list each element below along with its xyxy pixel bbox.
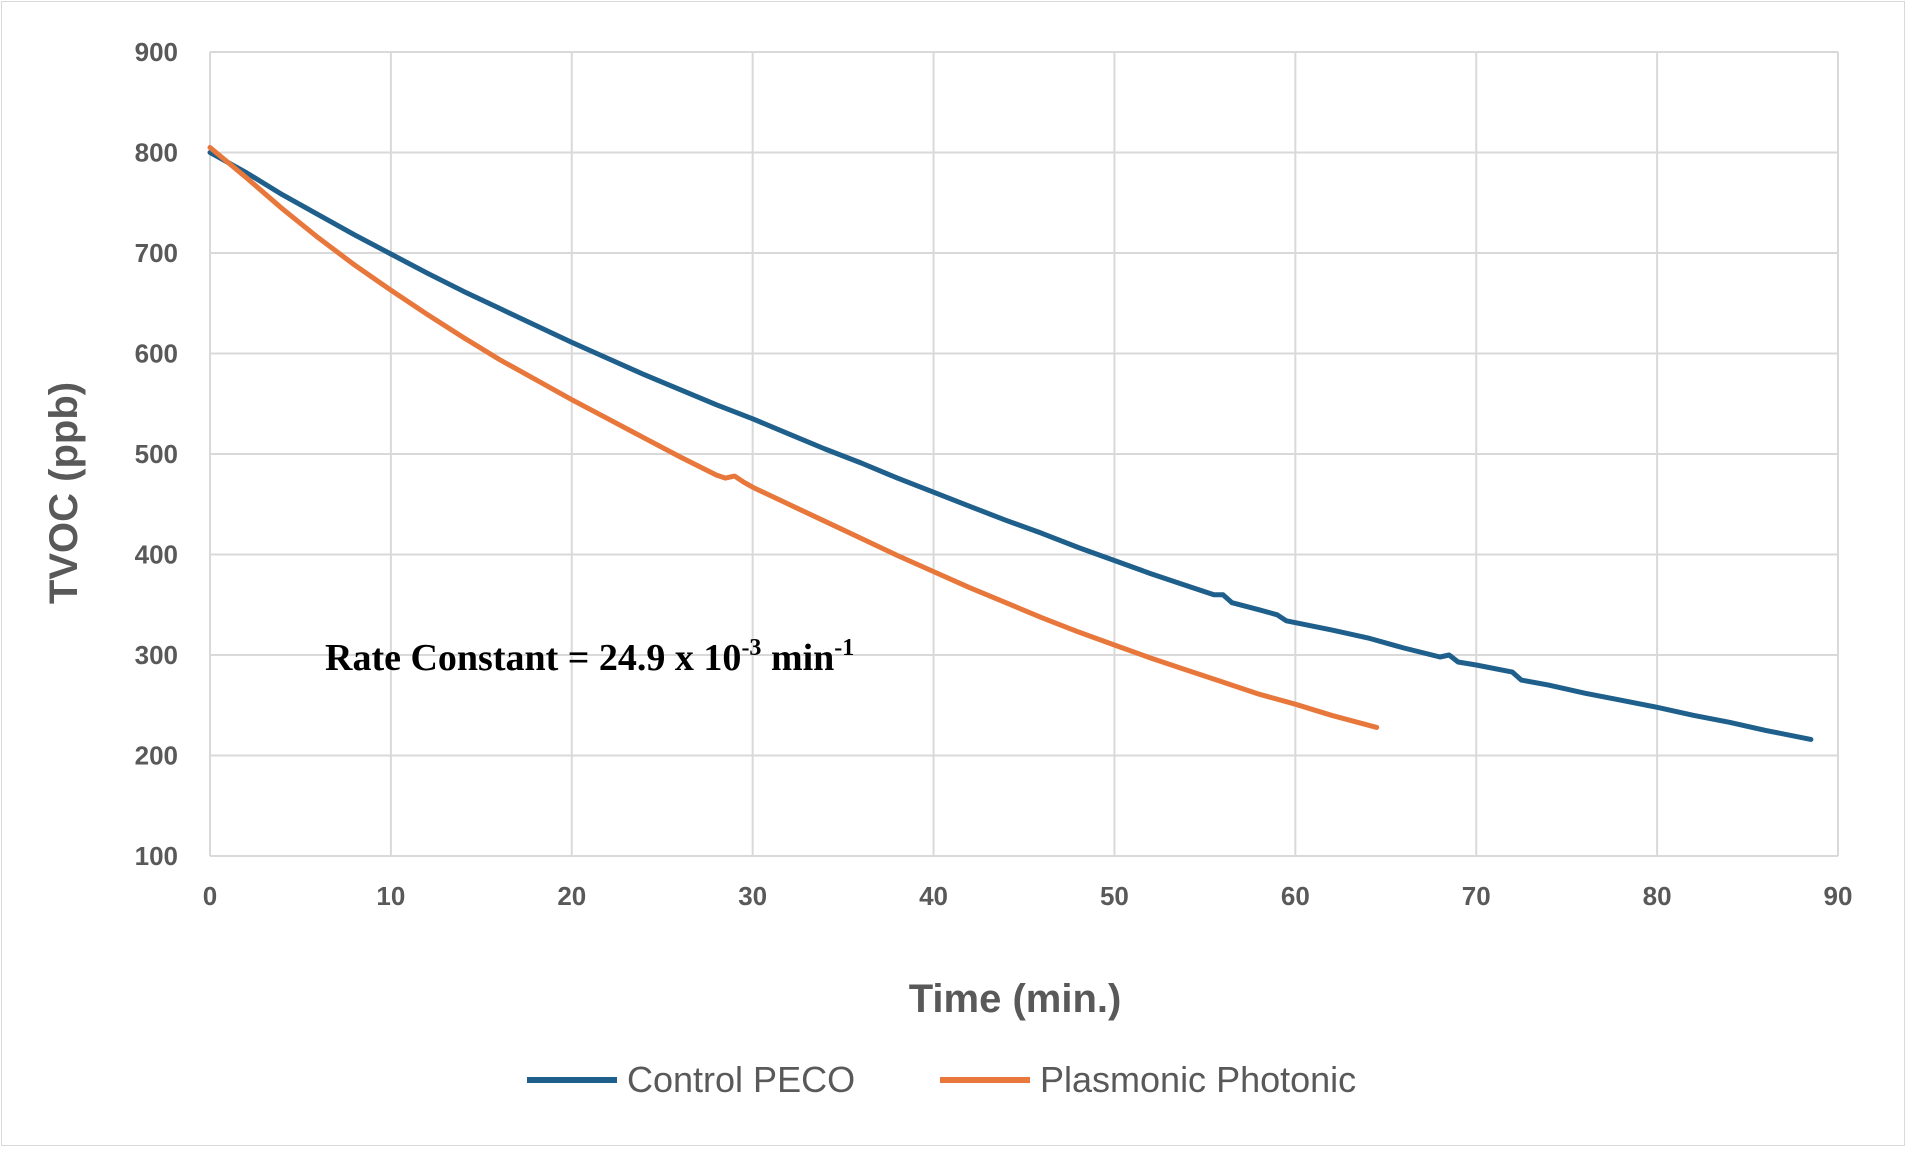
gridlines xyxy=(209,51,1839,857)
series-line-control-peco xyxy=(207,150,1814,742)
x-tick-label: 0 xyxy=(203,881,217,911)
legend-label-plasmonic-photonic: Plasmonic Photonic xyxy=(1040,1059,1356,1100)
annotation-exponent-1: -3 xyxy=(741,635,761,661)
y-tick-label: 300 xyxy=(135,640,178,670)
x-tick-label: 50 xyxy=(1100,881,1129,911)
legend: Control PECO Plasmonic Photonic xyxy=(527,1059,1356,1100)
x-tick-label: 20 xyxy=(557,881,586,911)
y-tick-label: 400 xyxy=(135,540,178,570)
y-axis-title: TVOC (ppb) xyxy=(42,382,86,604)
annotation-exponent-2: -1 xyxy=(834,635,854,661)
annotation-prefix: Rate Constant = 24.9 x 10 xyxy=(325,637,741,679)
series-line-plasmonic-photonic xyxy=(207,145,1380,730)
y-tick-label: 900 xyxy=(135,37,178,67)
x-tick-label: 10 xyxy=(376,881,405,911)
y-tick-labels: 100 200 300 400 500 600 700 800 900 xyxy=(135,37,178,871)
x-tick-label: 70 xyxy=(1462,881,1491,911)
series-lines xyxy=(207,145,1814,742)
x-tick-label: 90 xyxy=(1824,881,1853,911)
legend-label-control-peco: Control PECO xyxy=(627,1059,855,1100)
y-tick-label: 500 xyxy=(135,439,178,469)
x-tick-labels: 0 10 20 30 40 50 60 70 80 90 xyxy=(203,881,1853,911)
x-tick-label: 80 xyxy=(1643,881,1672,911)
y-tick-label: 700 xyxy=(135,238,178,268)
y-tick-label: 200 xyxy=(135,741,178,771)
y-tick-label: 100 xyxy=(135,841,178,871)
x-tick-label: 40 xyxy=(919,881,948,911)
x-tick-label: 60 xyxy=(1281,881,1310,911)
y-tick-label: 800 xyxy=(135,138,178,168)
x-axis-title: Time (min.) xyxy=(909,977,1122,1021)
rate-constant-annotation: Rate Constant = 24.9 x 10-3 min-1 xyxy=(325,635,854,679)
y-tick-label: 600 xyxy=(135,339,178,369)
annotation-middle: min xyxy=(761,637,834,679)
x-tick-label: 30 xyxy=(738,881,767,911)
